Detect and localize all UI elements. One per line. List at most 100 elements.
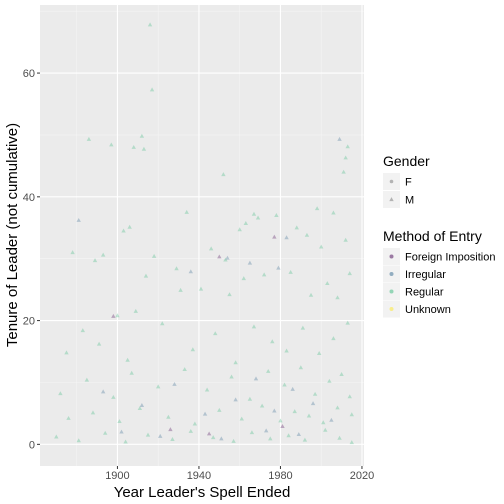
- data-point: [100, 389, 106, 394]
- data-point: [335, 405, 340, 410]
- data-point: [310, 401, 316, 406]
- data-point: [96, 341, 102, 346]
- data-point: [323, 427, 328, 432]
- data-point: [288, 269, 293, 274]
- legend-title-gender: Gender: [383, 153, 430, 169]
- data-point: [329, 417, 334, 422]
- data-point: [229, 374, 234, 379]
- data-point: [109, 142, 114, 147]
- data-point: [151, 253, 157, 258]
- data-point: [247, 260, 253, 265]
- data-point: [141, 146, 147, 151]
- data-point: [86, 136, 92, 141]
- y-axis-ticks: 0 20 40 60: [23, 68, 40, 451]
- data-point: [251, 211, 257, 216]
- data-point: [76, 217, 81, 222]
- data-point: [272, 408, 277, 413]
- data-point: [76, 438, 81, 443]
- data-point: [125, 357, 130, 362]
- x-tick-label: 1980: [268, 470, 292, 482]
- data-point: [276, 265, 281, 270]
- data-point: [139, 402, 145, 407]
- legend-label-method: Foreign Imposition: [405, 252, 496, 264]
- data-point: [54, 434, 59, 439]
- legend-label-method: Unknown: [405, 304, 451, 316]
- data-point: [306, 413, 312, 418]
- data-point: [292, 409, 297, 414]
- data-point: [278, 418, 283, 423]
- data-point: [206, 431, 212, 436]
- x-axis-title: Year Leader's Spell Ended: [114, 484, 291, 501]
- legend-key-color: [389, 272, 394, 276]
- data-point: [316, 351, 322, 355]
- data-point: [349, 412, 354, 417]
- y-tick-label: 40: [23, 192, 35, 204]
- data-point: [137, 406, 143, 411]
- y-tick-label: 0: [29, 439, 35, 451]
- data-point: [188, 269, 193, 274]
- data-point: [347, 394, 352, 399]
- data-point: [217, 254, 222, 259]
- data-point: [243, 221, 249, 226]
- grid-minor-lines: [40, 5, 364, 466]
- legend-label-gender: F: [405, 177, 412, 189]
- data-point: [300, 325, 306, 330]
- legends: Gender FM Method of Entry Foreign Impositio…: [383, 153, 496, 318]
- data-point: [268, 436, 273, 441]
- data-point: [143, 273, 149, 278]
- data-point: [331, 210, 336, 215]
- data-point: [123, 439, 128, 444]
- legend-key-color: [389, 254, 394, 259]
- data-point: [223, 257, 228, 262]
- data-point: [149, 87, 155, 92]
- data-point: [294, 225, 299, 230]
- data-point: [270, 339, 275, 344]
- data-point: [241, 276, 246, 281]
- data-point: [337, 435, 342, 440]
- data-point: [208, 246, 214, 251]
- plot-panel: [40, 5, 364, 466]
- x-tick-label: 2020: [350, 470, 374, 482]
- data-point: [339, 372, 344, 377]
- data-point: [204, 387, 210, 392]
- data-point: [349, 440, 354, 445]
- data-point: [302, 437, 308, 442]
- data-point: [117, 419, 122, 424]
- data-point: [202, 411, 208, 416]
- data-point: [92, 258, 98, 263]
- data-point: [272, 234, 277, 239]
- data-point: [237, 227, 242, 232]
- data-point: [129, 370, 134, 375]
- data-point: [103, 430, 108, 435]
- data-point: [70, 250, 75, 255]
- data-point: [188, 428, 193, 433]
- data-point: [84, 377, 90, 382]
- data-point: [172, 381, 177, 386]
- data-point: [286, 433, 291, 438]
- data-point: [184, 209, 189, 214]
- legend-key-color: [389, 289, 394, 294]
- data-point: [182, 367, 187, 372]
- legend-key-color: [389, 307, 394, 311]
- data-point: [343, 155, 348, 160]
- data-point: [80, 328, 85, 333]
- legend-key-triangle: [389, 197, 394, 202]
- data-point: [158, 433, 163, 438]
- data-point: [298, 365, 304, 370]
- data-point: [345, 320, 350, 325]
- data-point: [327, 378, 332, 383]
- data-point: [284, 348, 289, 353]
- y-tick-label: 60: [23, 68, 35, 80]
- data-point: [253, 376, 259, 381]
- x-tick-label: 1900: [105, 470, 129, 482]
- data-point: [231, 438, 236, 443]
- data-point: [251, 324, 257, 329]
- data-point: [284, 235, 289, 240]
- data-point: [233, 360, 238, 365]
- data-point: [233, 397, 238, 402]
- x-tick-label: 1940: [187, 470, 211, 482]
- data-point: [211, 435, 216, 440]
- data-point: [337, 136, 342, 141]
- legend-label-method: Irregular: [405, 269, 446, 281]
- data-point: [280, 424, 285, 428]
